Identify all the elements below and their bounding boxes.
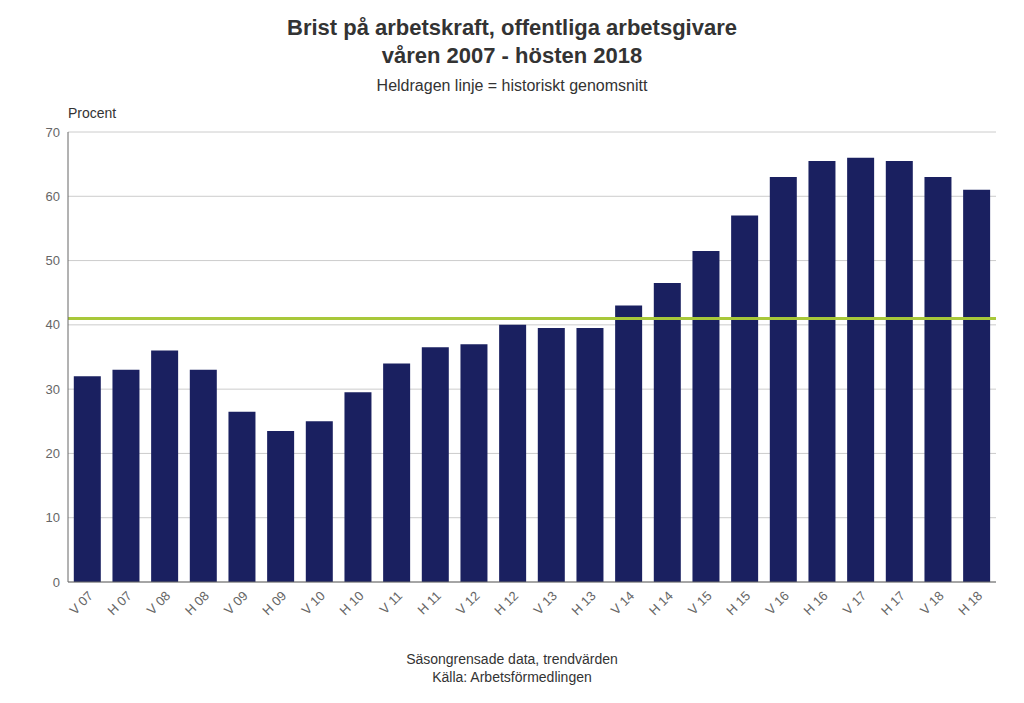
svg-text:10: 10 — [46, 510, 60, 525]
svg-text:V 17: V 17 — [840, 588, 870, 618]
svg-text:H 11: H 11 — [415, 588, 444, 617]
svg-text:V 10: V 10 — [298, 588, 328, 618]
svg-text:70: 70 — [46, 125, 60, 140]
svg-text:20: 20 — [46, 446, 60, 461]
svg-text:V 09: V 09 — [221, 588, 251, 618]
svg-text:H 18: H 18 — [955, 588, 985, 618]
html-text:våren 2007 - hösten 2018: våren 2007 - hösten 2018 — [381, 43, 643, 68]
svg-text:H 16: H 16 — [801, 588, 831, 618]
svg-text:H 17: H 17 — [878, 588, 908, 618]
svg-text:V 18: V 18 — [917, 588, 947, 618]
svg-text:30: 30 — [46, 382, 60, 397]
svg-text:H 14: H 14 — [646, 588, 676, 618]
html-text:Procent: Procent — [68, 105, 117, 121]
svg-text:H 12: H 12 — [491, 588, 521, 618]
svg-text:H 15: H 15 — [723, 588, 753, 618]
svg-text:0: 0 — [53, 575, 60, 590]
svg-text:H 13: H 13 — [569, 588, 599, 618]
svg-text:50: 50 — [46, 253, 60, 268]
svg-text:H 09: H 09 — [259, 588, 289, 618]
svg-text:V 08: V 08 — [144, 588, 174, 618]
svg-text:V 14: V 14 — [608, 588, 638, 618]
svg-text:V 07: V 07 — [66, 588, 96, 618]
svg-text:H 10: H 10 — [337, 588, 367, 618]
html-text:Säsongrensade data, trendvärde: Säsongrensade data, trendvärden — [406, 651, 618, 667]
svg-text:V 16: V 16 — [762, 588, 792, 618]
html-text:Brist på arbetskraft, offentli: Brist på arbetskraft, offentliga arbetsg… — [287, 15, 737, 40]
svg-text:40: 40 — [46, 317, 60, 332]
html-text:Heldragen linje = historiskt g: Heldragen linje = historiskt genomsnitt — [376, 77, 648, 94]
html-text:Källa: Arbetsförmedlingen: Källa: Arbetsförmedlingen — [432, 669, 592, 685]
svg-text:V 15: V 15 — [685, 588, 715, 618]
svg-text:V 12: V 12 — [453, 588, 483, 618]
svg-text:H 07: H 07 — [105, 588, 135, 618]
svg-text:V 13: V 13 — [530, 588, 560, 618]
svg-text:V 11: V 11 — [376, 588, 405, 617]
svg-text:H 08: H 08 — [182, 588, 212, 618]
svg-text:60: 60 — [46, 189, 60, 204]
